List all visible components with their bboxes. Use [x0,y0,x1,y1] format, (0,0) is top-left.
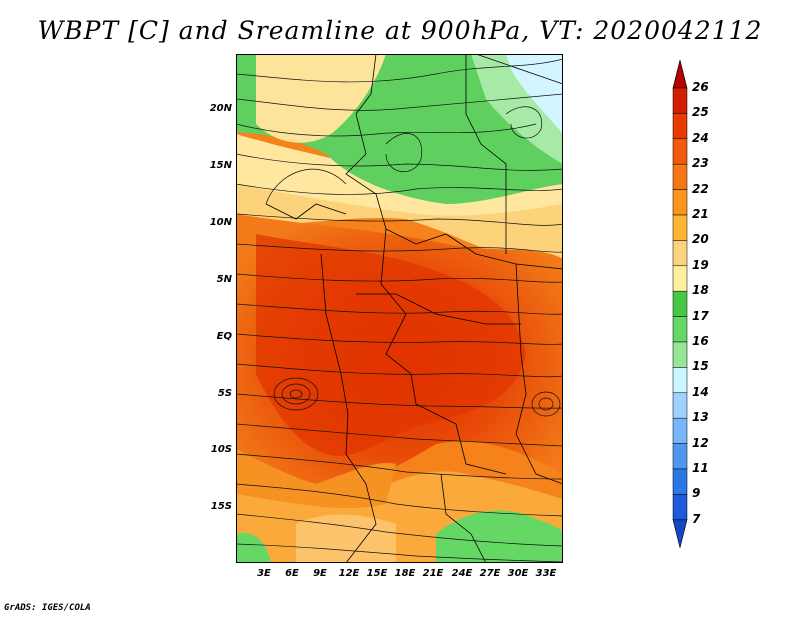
map-panel [236,54,563,563]
lon-label: 3E [257,568,271,579]
lat-label: 10S [210,444,232,455]
colorbar-swatch [672,341,688,368]
streamline-eddy [273,377,561,417]
chart-title: WBPT [C] and Sreamline at 900hPa, VT: 20… [37,16,763,45]
lon-label: 27E [479,568,501,579]
colorbar-tick-label: 15 [692,359,709,374]
colorbar-swatch [672,214,688,241]
colorbar-tick-label: 12 [692,435,709,450]
lon-label: 24E [451,568,473,579]
colorbar-tick-label: 13 [692,410,709,425]
wbpt-band-20c-south [296,514,396,563]
colorbar-swatch [672,290,688,317]
lon-label: 12E [338,568,360,579]
lat-label: 15S [210,501,232,512]
colorbar-tick-label: 16 [692,334,709,348]
lon-label: 15E [366,568,388,579]
colorbar-swatch [672,240,688,267]
wbpt-band-17c-south [436,510,563,563]
colorbar-tick-label: 17 [692,308,709,323]
colorbar [672,60,688,548]
lon-label: 30E [507,568,529,579]
map-border [236,54,563,563]
colorbar-swatch [672,392,688,419]
colorbar-swatch [672,468,688,495]
colorbar-tick-label: 14 [692,384,709,399]
wbpt-band-22c [236,449,396,509]
colorbar-tick-label: 25 [692,105,709,120]
credit-text: GrADS: IGES/COLA [4,603,91,613]
lon-label: 33E [535,568,557,579]
streamlines [236,58,563,563]
colorbar-tick-label: 11 [692,461,709,475]
colorbar-swatch [672,367,688,394]
colorbar-tick-label: 23 [692,156,709,171]
lon-label: 21E [422,568,444,579]
colorbar-swatch [672,417,688,444]
colorbar-swatch [672,494,688,521]
colorbar-swatch [672,163,688,190]
lat-label: EQ [216,331,232,342]
lon-label: 18E [394,568,416,579]
lon-label: 6E [285,568,299,579]
colorbar-swatch [672,87,688,114]
wbpt-band-18c [256,54,386,143]
colorbar-swatch [672,138,688,165]
lat-label: 5N [216,274,232,285]
lat-label: 5S [217,388,232,399]
colorbar-bottom-arrow [672,519,688,548]
colorbar-tick-label: 18 [692,283,709,298]
colorbar-top-arrow [672,60,688,89]
colorbar-tick-label: 7 [692,511,701,526]
lat-label: 20N [209,103,232,114]
wbpt-band-15c [506,54,563,134]
colorbar-swatch [672,443,688,470]
colorbar-tick-label: 20 [692,232,709,247]
colorbar-swatch [672,316,688,343]
lat-label: 15N [209,160,232,171]
colorbar-tick-label: 21 [692,207,709,221]
colorbar-swatch [672,113,688,140]
colorbar-tick-label: 19 [692,257,709,272]
colorbar-tick-label: 24 [692,130,709,145]
wbpt-band-17c-southwest [236,532,271,563]
map-canvas [236,54,563,563]
lat-label: 10N [209,217,232,228]
lon-label: 9E [313,568,327,579]
colorbar-tick-label: 26 [692,80,709,94]
colorbar-swatch [672,189,688,216]
colorbar-swatch [672,265,688,292]
colorbar-tick-label: 22 [692,181,709,196]
colorbar-tick-label: 9 [692,486,701,501]
